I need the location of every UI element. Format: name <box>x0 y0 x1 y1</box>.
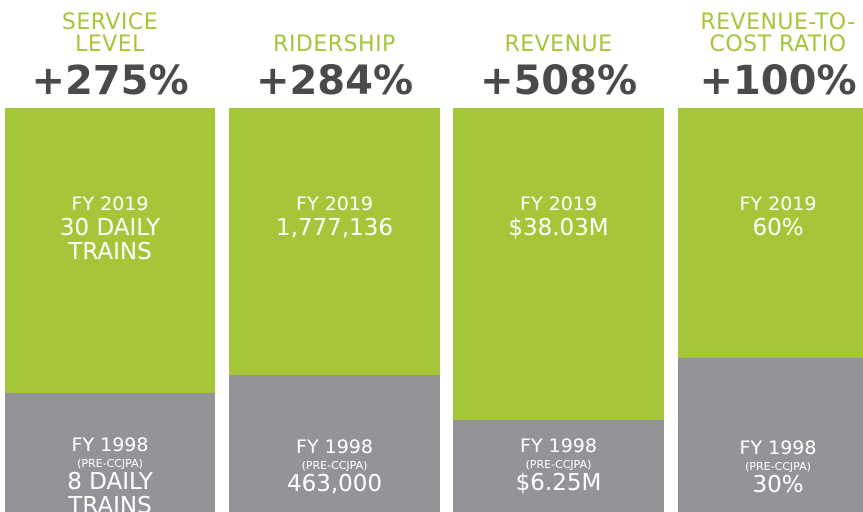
fy1998-block: FY 1998 (PRE-CCJPA) 8 DAILY TRAINS <box>5 393 215 512</box>
panel-header: SERVICE LEVEL +275% <box>5 0 215 105</box>
panel-title: SERVICE <box>61 10 159 35</box>
panel: REVENUE-TO- COST RATIO +100% FY 2019 60% FY 1… <box>678 0 863 512</box>
fy1998-label: FY 1998 <box>520 435 597 457</box>
change-percent: +275% <box>31 58 189 104</box>
fy1998-label: FY 1998 <box>296 436 373 458</box>
fy2019-block: FY 2019 60% <box>678 108 863 358</box>
fy1998-label: FY 1998 <box>739 437 817 459</box>
change-percent: +508% <box>479 58 638 104</box>
fy1998-block: FY 1998 (PRE-CCJPA) $6.25M <box>453 420 664 512</box>
panel: RIDERSHIP +284% FY 2019 1,777,136 FY 1998 (PR… <box>229 0 440 512</box>
fy2019-label: FY 2019 <box>296 193 373 215</box>
fy2019-value: 30 DAILY <box>59 215 161 241</box>
panel-title: LEVEL <box>75 32 145 57</box>
change-percent: +100% <box>699 58 857 104</box>
panel: REVENUE +508% FY 2019 $38.03M FY 1998 (PRE-CC… <box>453 0 664 512</box>
fy1998-label: FY 1998 <box>71 434 149 456</box>
fy2019-value: TRAINS <box>68 239 152 265</box>
fy2019-block: FY 2019 $38.03M <box>453 108 664 420</box>
panel-title: COST RATIO <box>709 32 847 57</box>
panel-title: REVENUE-TO- <box>700 10 856 35</box>
fy1998-note: (PRE-CCJPA) <box>301 459 368 472</box>
panel-header: RIDERSHIP +284% <box>229 0 440 105</box>
fy1998-block: FY 1998 (PRE-CCJPA) 463,000 <box>229 375 440 512</box>
panel-title: REVENUE <box>504 32 613 57</box>
panel-header: REVENUE +508% <box>453 0 664 105</box>
fy1998-note: (PRE-CCJPA) <box>525 458 592 471</box>
fy1998-value: $6.25M <box>515 470 602 496</box>
fy2019-label: FY 2019 <box>71 193 149 215</box>
panel-title: RIDERSHIP <box>273 32 396 57</box>
fy1998-value: TRAINS <box>68 493 152 512</box>
fy1998-value: 30% <box>752 472 804 498</box>
change-percent: +284% <box>255 58 414 104</box>
panel-header: REVENUE-TO- COST RATIO +100% <box>678 0 863 105</box>
fy1998-value: 463,000 <box>286 471 383 497</box>
fy2019-value: 60% <box>752 215 804 241</box>
fy2019-block: FY 2019 1,777,136 <box>229 108 440 375</box>
fy2019-block: FY 2019 30 DAILY TRAINS <box>5 108 215 393</box>
fy2019-value: $38.03M <box>508 215 609 241</box>
panel: SERVICE LEVEL +275% FY 2019 30 DAILY TRAINS FY… <box>5 0 215 512</box>
fy2019-label: FY 2019 <box>520 193 597 215</box>
fy2019-label: FY 2019 <box>739 193 817 215</box>
fy1998-block: FY 1998 (PRE-CCJPA) 30% <box>678 358 863 512</box>
fy1998-note: (PRE-CCJPA) <box>77 457 143 470</box>
fy1998-note: (PRE-CCJPA) <box>745 460 811 473</box>
fy2019-value: 1,777,136 <box>275 215 394 241</box>
fy1998-value: 8 DAILY <box>67 469 153 495</box>
